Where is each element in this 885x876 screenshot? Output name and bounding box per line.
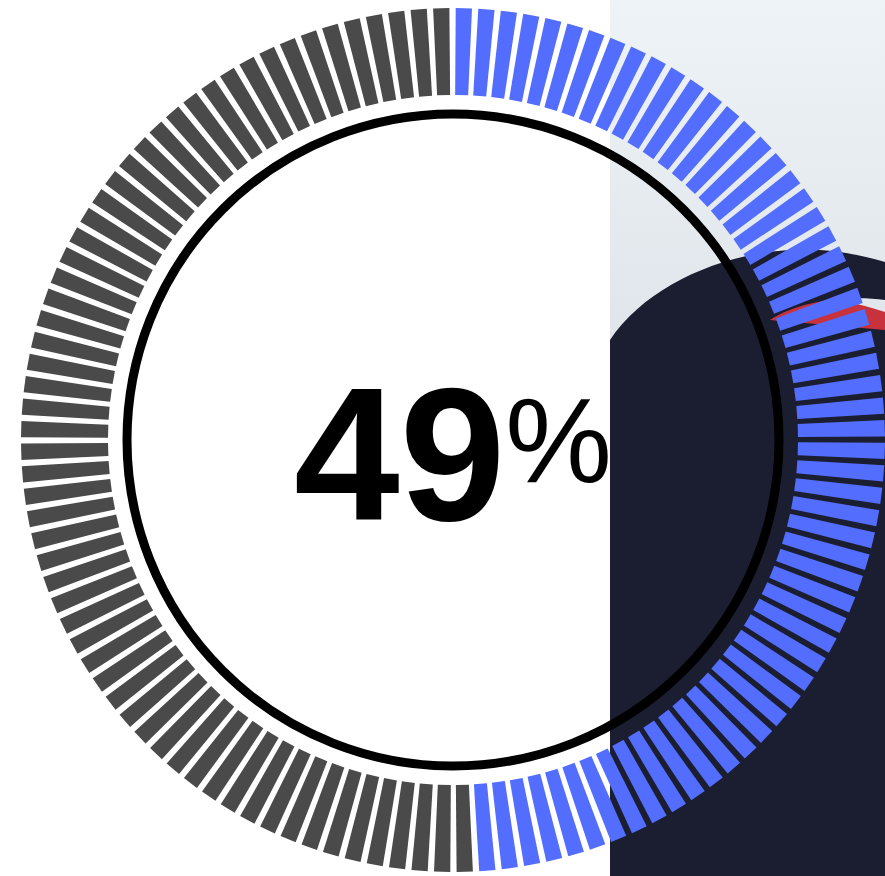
photo-background <box>610 0 885 876</box>
gauge-segment-filled <box>796 460 884 481</box>
gauge-segment <box>388 11 414 99</box>
gauge-segment-filled <box>492 781 518 869</box>
gauge-segment-filled <box>473 9 494 97</box>
gauge-segment <box>456 785 473 872</box>
gauge-segment <box>24 479 112 505</box>
gauge-segment <box>22 461 110 483</box>
photo-shape <box>610 250 885 876</box>
value-unit: % <box>505 373 612 507</box>
gauge-segment <box>411 9 433 97</box>
gauge-segment <box>411 783 432 871</box>
gauge-segment-filled <box>798 420 885 437</box>
gauge-segment <box>433 8 450 95</box>
gauge-segment-filled <box>794 375 882 401</box>
gauge-segment <box>21 443 108 460</box>
chart: 49% <box>0 0 885 876</box>
gauge-fill <box>455 8 885 871</box>
gauge-segment-filled <box>455 8 472 95</box>
value-number: 49 <box>294 348 505 560</box>
gauge-segment <box>21 421 108 438</box>
gauge-segment-filled <box>798 442 885 459</box>
gauge-segment-filled <box>474 783 496 871</box>
value-label: 49% <box>294 348 612 560</box>
gauge-segment-filled <box>796 398 884 420</box>
gauge-segment <box>434 785 451 872</box>
inner-ring <box>127 114 779 766</box>
gauge-segment <box>22 398 110 419</box>
